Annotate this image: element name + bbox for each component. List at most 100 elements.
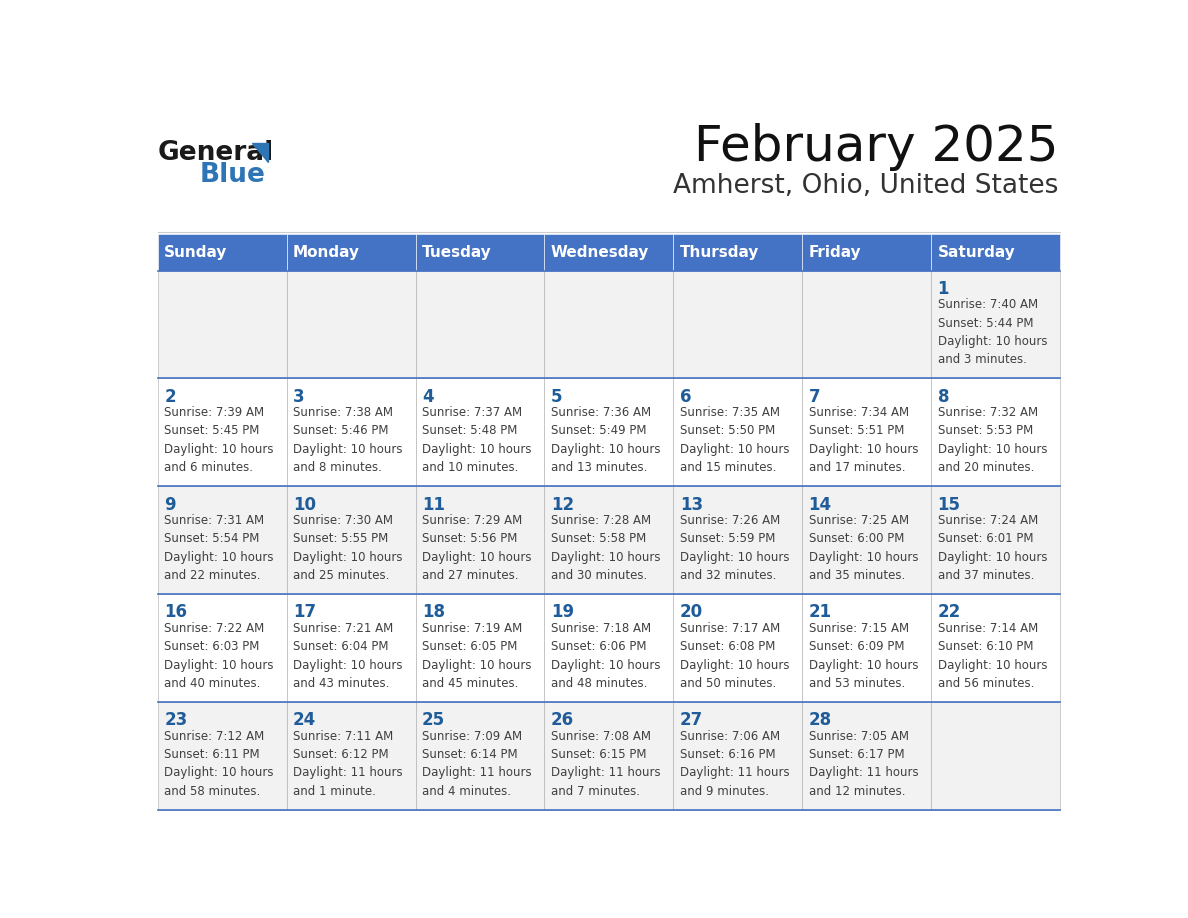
Text: Sunset: 5:44 PM: Sunset: 5:44 PM (937, 317, 1034, 330)
Text: Sunrise: 7:11 AM: Sunrise: 7:11 AM (293, 730, 393, 743)
Bar (802, 594, 931, 702)
Bar (416, 594, 544, 702)
Text: Daylight: 10 hours: Daylight: 10 hours (164, 767, 273, 779)
Text: Sunset: 5:48 PM: Sunset: 5:48 PM (422, 424, 517, 438)
Text: Sunset: 6:03 PM: Sunset: 6:03 PM (164, 640, 259, 654)
Text: 28: 28 (809, 711, 832, 729)
Text: Sunrise: 7:31 AM: Sunrise: 7:31 AM (164, 514, 264, 527)
Text: Daylight: 10 hours: Daylight: 10 hours (937, 551, 1047, 564)
Text: and 15 minutes.: and 15 minutes. (680, 461, 776, 475)
Text: Sunset: 5:50 PM: Sunset: 5:50 PM (680, 424, 775, 438)
Text: Sunset: 6:04 PM: Sunset: 6:04 PM (293, 640, 388, 654)
Text: 8: 8 (937, 387, 949, 406)
Bar (416, 234, 544, 271)
Bar (931, 594, 1060, 702)
Text: 18: 18 (422, 603, 446, 621)
Text: and 4 minutes.: and 4 minutes. (422, 785, 511, 798)
Text: 20: 20 (680, 603, 703, 621)
Bar (674, 271, 802, 378)
Text: and 7 minutes.: and 7 minutes. (551, 785, 640, 798)
Text: General: General (158, 140, 274, 165)
Text: and 30 minutes.: and 30 minutes. (551, 569, 647, 582)
Bar (544, 702, 674, 810)
Text: 19: 19 (551, 603, 574, 621)
Text: and 8 minutes.: and 8 minutes. (293, 461, 381, 475)
Bar (158, 271, 286, 378)
Text: Sunrise: 7:09 AM: Sunrise: 7:09 AM (422, 730, 522, 743)
Text: 25: 25 (422, 711, 446, 729)
Bar (802, 487, 931, 594)
Text: Sunrise: 7:35 AM: Sunrise: 7:35 AM (680, 406, 779, 419)
Text: Sunset: 6:05 PM: Sunset: 6:05 PM (422, 640, 517, 654)
Text: Sunset: 5:58 PM: Sunset: 5:58 PM (551, 532, 646, 545)
Bar (674, 702, 802, 810)
Text: Daylight: 10 hours: Daylight: 10 hours (551, 551, 661, 564)
Text: Sunset: 5:55 PM: Sunset: 5:55 PM (293, 532, 388, 545)
Text: Sunset: 5:45 PM: Sunset: 5:45 PM (164, 424, 259, 438)
Text: 11: 11 (422, 496, 446, 513)
Text: 13: 13 (680, 496, 703, 513)
Text: Sunset: 6:12 PM: Sunset: 6:12 PM (293, 748, 388, 761)
Bar (416, 487, 544, 594)
Text: Sunrise: 7:29 AM: Sunrise: 7:29 AM (422, 514, 523, 527)
Text: Sunset: 6:01 PM: Sunset: 6:01 PM (937, 532, 1034, 545)
Text: Sunset: 5:54 PM: Sunset: 5:54 PM (164, 532, 259, 545)
Text: Daylight: 10 hours: Daylight: 10 hours (422, 442, 531, 456)
Bar (158, 487, 286, 594)
Bar (674, 378, 802, 487)
Text: Daylight: 11 hours: Daylight: 11 hours (680, 767, 789, 779)
Text: Daylight: 10 hours: Daylight: 10 hours (680, 442, 789, 456)
Text: Daylight: 10 hours: Daylight: 10 hours (551, 658, 661, 672)
Text: Sunset: 5:51 PM: Sunset: 5:51 PM (809, 424, 904, 438)
Text: Sunrise: 7:39 AM: Sunrise: 7:39 AM (164, 406, 264, 419)
Text: Daylight: 10 hours: Daylight: 10 hours (937, 335, 1047, 348)
Bar (931, 487, 1060, 594)
Text: 3: 3 (293, 387, 304, 406)
Text: Sunset: 5:46 PM: Sunset: 5:46 PM (293, 424, 388, 438)
Text: Sunrise: 7:37 AM: Sunrise: 7:37 AM (422, 406, 522, 419)
Text: Amherst, Ohio, United States: Amherst, Ohio, United States (672, 173, 1059, 199)
Text: Sunset: 5:53 PM: Sunset: 5:53 PM (937, 424, 1032, 438)
Text: Sunset: 6:16 PM: Sunset: 6:16 PM (680, 748, 776, 761)
Text: 17: 17 (293, 603, 316, 621)
Text: and 1 minute.: and 1 minute. (293, 785, 375, 798)
Text: and 50 minutes.: and 50 minutes. (680, 677, 776, 690)
Bar (544, 487, 674, 594)
Text: Daylight: 10 hours: Daylight: 10 hours (293, 442, 403, 456)
Bar (931, 378, 1060, 487)
Text: Sunset: 6:00 PM: Sunset: 6:00 PM (809, 532, 904, 545)
Text: Sunrise: 7:34 AM: Sunrise: 7:34 AM (809, 406, 909, 419)
Bar (158, 378, 286, 487)
Text: Sunset: 6:14 PM: Sunset: 6:14 PM (422, 748, 518, 761)
Text: 21: 21 (809, 603, 832, 621)
Bar (286, 487, 416, 594)
Bar (286, 594, 416, 702)
Bar (802, 271, 931, 378)
Text: Sunset: 6:17 PM: Sunset: 6:17 PM (809, 748, 904, 761)
Text: and 37 minutes.: and 37 minutes. (937, 569, 1034, 582)
Text: Sunset: 5:56 PM: Sunset: 5:56 PM (422, 532, 517, 545)
Text: Daylight: 10 hours: Daylight: 10 hours (809, 658, 918, 672)
Bar (158, 594, 286, 702)
Text: Thursday: Thursday (680, 245, 759, 260)
Text: Sunrise: 7:19 AM: Sunrise: 7:19 AM (422, 621, 523, 634)
Text: 2: 2 (164, 387, 176, 406)
Text: 14: 14 (809, 496, 832, 513)
Bar (286, 702, 416, 810)
Text: and 45 minutes.: and 45 minutes. (422, 677, 518, 690)
Bar (674, 487, 802, 594)
Text: Daylight: 10 hours: Daylight: 10 hours (293, 658, 403, 672)
Text: and 10 minutes.: and 10 minutes. (422, 461, 518, 475)
Text: 5: 5 (551, 387, 562, 406)
Text: Sunrise: 7:15 AM: Sunrise: 7:15 AM (809, 621, 909, 634)
Text: and 58 minutes.: and 58 minutes. (164, 785, 260, 798)
Text: Sunrise: 7:12 AM: Sunrise: 7:12 AM (164, 730, 265, 743)
Bar (286, 271, 416, 378)
Text: Sunset: 5:59 PM: Sunset: 5:59 PM (680, 532, 775, 545)
Text: Sunset: 6:10 PM: Sunset: 6:10 PM (937, 640, 1034, 654)
Text: February 2025: February 2025 (694, 123, 1059, 171)
Text: Daylight: 10 hours: Daylight: 10 hours (164, 442, 273, 456)
Bar (802, 234, 931, 271)
Text: 23: 23 (164, 711, 188, 729)
Bar (931, 702, 1060, 810)
